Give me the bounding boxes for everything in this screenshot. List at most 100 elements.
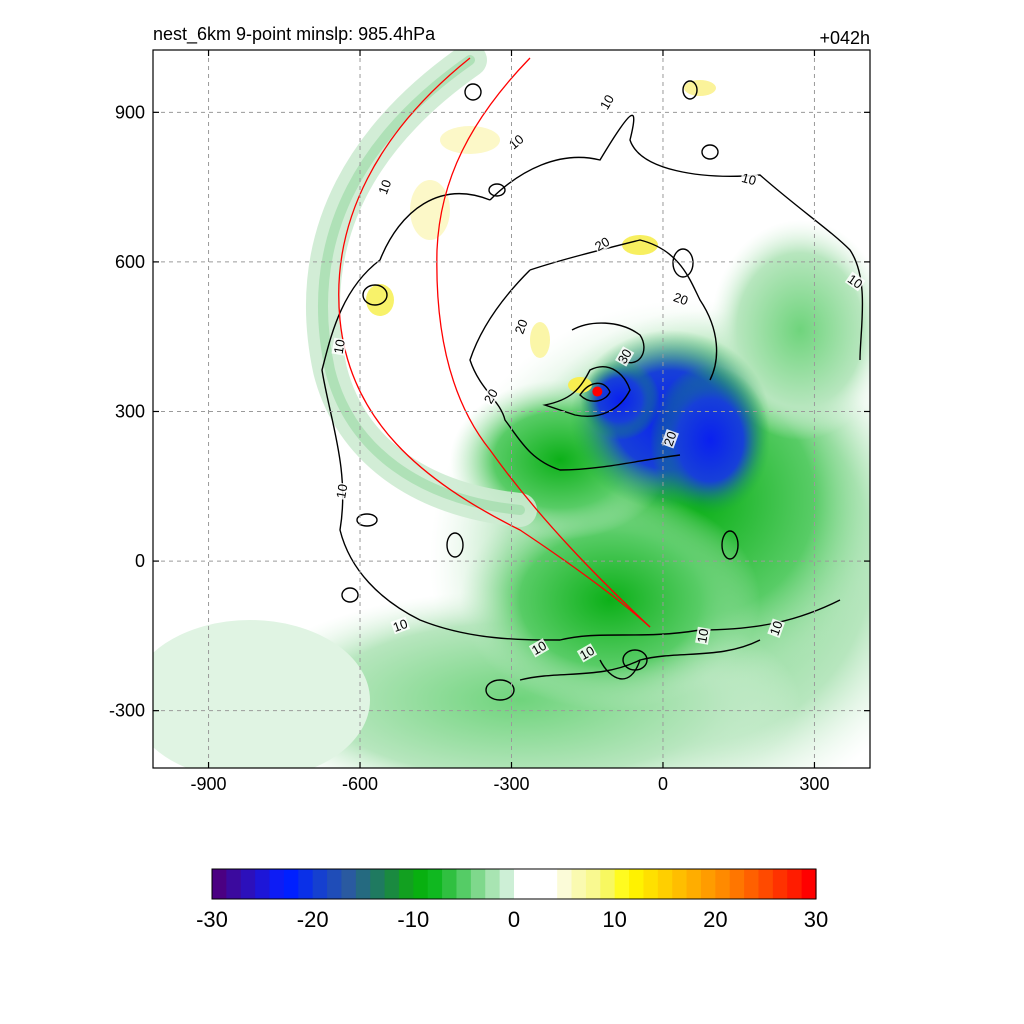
contour-label-6: 10 [333, 483, 350, 500]
colorbar-frame [211, 868, 817, 900]
colorbar-cell-12 [384, 869, 400, 899]
colorbar-cell-29 [629, 869, 645, 899]
colorbar-cell-15 [427, 869, 443, 899]
colorbar-label-5: 20 [703, 907, 727, 932]
colorbar-cell-31 [657, 869, 673, 899]
contour-label-bg-14 [512, 316, 530, 337]
colorbar-label-4: 10 [602, 907, 626, 932]
contour-lines [321, 80, 864, 701]
contour-label-0: 10 [597, 92, 617, 112]
contour-label-bg-15 [481, 386, 501, 407]
colorbar-cell-19 [485, 869, 501, 899]
contour-label-17: 30 [615, 346, 635, 366]
colorbar-cell-27 [600, 869, 616, 899]
contour-label-bg-12 [591, 234, 613, 254]
y-tick-label-0: 900 [115, 102, 145, 122]
contour-label-16: 20 [661, 429, 680, 448]
contour-label-bg-6 [334, 482, 350, 501]
contour-label-7: 10 [391, 616, 410, 635]
x-axis: -900 -600 -300 0 300 [191, 50, 829, 794]
colorbar-cell-13 [398, 869, 414, 899]
y-tick-label-2: 300 [115, 401, 145, 421]
colorbar-cell-1 [226, 869, 242, 899]
colorbar-label-2: -10 [397, 907, 429, 932]
contour-label-bg-7 [390, 616, 410, 635]
colorbar-label-1: -20 [297, 907, 329, 932]
contour-label-5: 10 [331, 338, 348, 355]
colorbar-cell-0 [212, 869, 227, 899]
contour-label-12: 20 [592, 234, 612, 254]
colorbar-cell-26 [585, 869, 601, 899]
contour-label-1: 10 [375, 178, 394, 197]
colorbar-cell-32 [672, 869, 688, 899]
contour-label-14: 20 [512, 317, 531, 336]
contour-label-bg-1 [375, 177, 394, 197]
colorbar-cell-30 [643, 869, 659, 899]
colorbar-cell-33 [686, 869, 702, 899]
colorbar-labels: -30 -20 -10 0 10 20 30 [196, 907, 828, 932]
colorbar-cell-41 [801, 869, 817, 899]
colorbar-cell-22 [528, 869, 544, 899]
colorbar-cell-16 [442, 869, 458, 899]
colorbar-cell-36 [729, 869, 745, 899]
y-tick-label-1: 600 [115, 252, 145, 272]
colorbar-cell-5 [283, 869, 299, 899]
colorbar-cells [212, 869, 817, 899]
colorbar-cell-14 [413, 869, 429, 899]
y-tick-label-4: -300 [109, 701, 145, 721]
contour-label-4: 10 [845, 271, 865, 292]
y-axis: 900 600 300 0 -300 [109, 102, 870, 721]
colorbar-cell-10 [355, 869, 371, 899]
contour-label-bg-11 [767, 618, 785, 638]
x-tick-label-4: 300 [799, 774, 829, 794]
contour-label-9: 10 [577, 643, 597, 663]
colorbar-cell-3 [255, 869, 271, 899]
track-lines [338, 57, 651, 628]
colorbar-cell-35 [715, 869, 731, 899]
colorbar-cell-39 [772, 869, 788, 899]
contour-label-bg-0 [597, 91, 617, 113]
colorbar-cell-4 [269, 869, 285, 899]
colorbar-cell-11 [370, 869, 386, 899]
colorbar-cell-25 [571, 869, 587, 899]
contour-label-11: 10 [767, 619, 786, 638]
contour-label-13: 20 [671, 289, 690, 308]
colorbar-cell-8 [327, 869, 343, 899]
x-tick-label-0: -900 [191, 774, 227, 794]
colorbar-label-6: 30 [804, 907, 828, 932]
colorbar-cell-23 [542, 869, 558, 899]
contour-label-8: 10 [529, 638, 549, 658]
colorbar-cell-2 [240, 869, 256, 899]
colorbar-label-3: 0 [508, 907, 520, 932]
chart-title-left: nest_6km 9-point minslp: 985.4hPa [153, 24, 436, 45]
colorbar-cell-7 [312, 869, 328, 899]
contour-label-bg-13 [671, 289, 691, 308]
contour-label-3: 10 [740, 170, 758, 188]
contour-label-bg-3 [739, 170, 759, 188]
x-tick-label-1: -600 [342, 774, 378, 794]
contour-label-bg-5 [331, 337, 348, 356]
y-tick-label-3: 0 [135, 551, 145, 571]
contour-label-bg-4 [844, 271, 866, 292]
colorbar-cell-6 [298, 869, 314, 899]
colorbar-label-0: -30 [196, 907, 228, 932]
contour-label-bg-16 [661, 429, 679, 449]
colorbar-cell-40 [787, 869, 803, 899]
chart-title-right: +042h [819, 28, 870, 48]
colorbar-cell-34 [700, 869, 716, 899]
contour-label-bg-17 [615, 346, 635, 367]
contour-label-bg-8 [528, 638, 550, 658]
x-tick-label-2: -300 [493, 774, 529, 794]
x-tick-label-3: 0 [658, 774, 668, 794]
colorbar-cell-18 [470, 869, 486, 899]
contour-label-bg-10 [695, 626, 711, 645]
colorbar-cell-38 [758, 869, 774, 899]
storm-center-marker [592, 386, 603, 397]
contour-label-bg-9 [576, 643, 598, 663]
contour-label-10: 10 [694, 627, 711, 644]
colorbar-cell-20 [499, 869, 515, 899]
colorbar-cell-37 [744, 869, 760, 899]
